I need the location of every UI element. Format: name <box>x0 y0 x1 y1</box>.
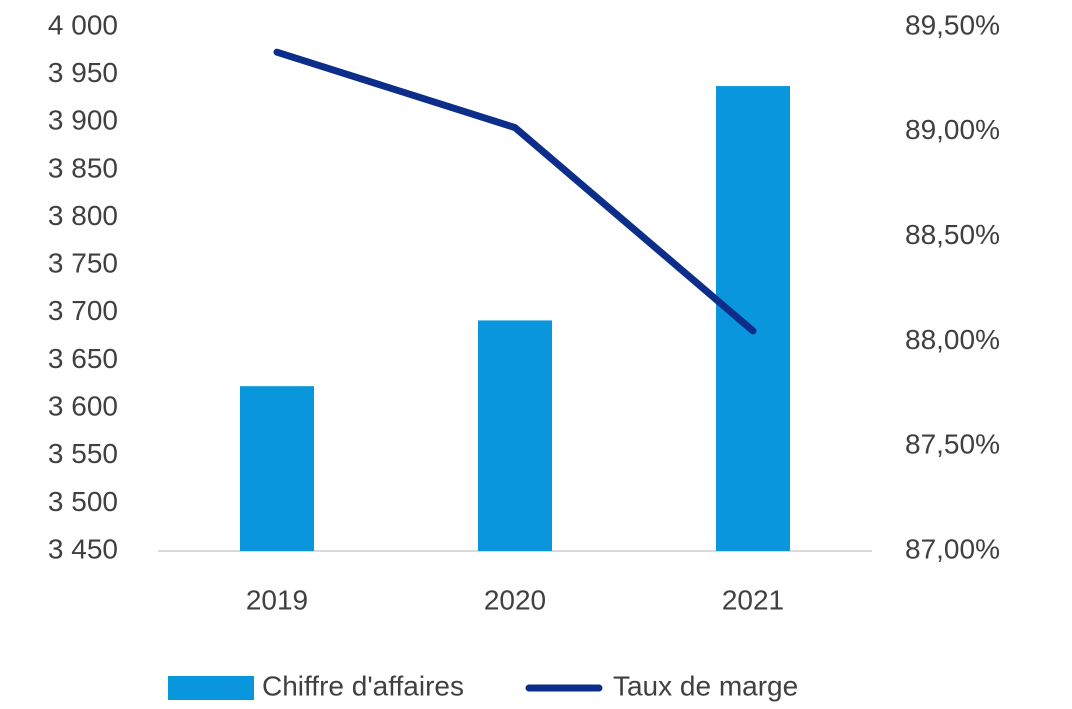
y-tick-label: 3 450 <box>48 533 118 564</box>
line <box>273 48 757 335</box>
y-tick-label: 3 750 <box>48 248 118 279</box>
y2-tick-label: 89,50% <box>905 9 1000 40</box>
legend-label: Taux de marge <box>613 670 798 701</box>
y2-tick-label: 89,00% <box>905 114 1000 145</box>
bar <box>716 86 790 551</box>
y2-tick-label: 88,00% <box>905 324 1000 355</box>
x-tick-label: 2020 <box>484 584 546 615</box>
x-tick-label: 2021 <box>722 584 784 615</box>
y-tick-label: 3 700 <box>48 295 118 326</box>
y-tick-label: 3 950 <box>48 57 118 88</box>
y-tick-label: 3 650 <box>48 343 118 374</box>
y2-tick-label: 87,50% <box>905 429 1000 460</box>
y-tick-label: 3 500 <box>48 486 118 517</box>
y-tick-label: 4 000 <box>48 9 118 40</box>
legend-label: Chiffre d'affaires <box>262 670 464 701</box>
y2-tick-label: 88,50% <box>905 219 1000 250</box>
y-tick-label: 3 800 <box>48 200 118 231</box>
bar <box>240 386 314 551</box>
legend-swatch <box>168 676 254 700</box>
y2-tick-label: 87,00% <box>905 533 1000 564</box>
bar <box>478 320 552 551</box>
x-tick-label: 2019 <box>246 584 308 615</box>
y-tick-label: 3 900 <box>48 105 118 136</box>
y-tick-label: 3 550 <box>48 438 118 469</box>
y-tick-label: 3 600 <box>48 390 118 421</box>
y-tick-label: 3 850 <box>48 152 118 183</box>
